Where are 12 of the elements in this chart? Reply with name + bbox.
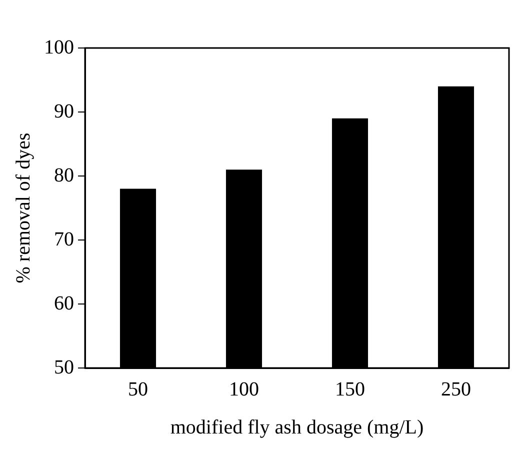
- x-tick-label: 100: [229, 378, 259, 400]
- y-tick-label: 100: [44, 36, 74, 58]
- y-tick-label: 80: [54, 164, 74, 186]
- x-axis-title: modified fly ash dosage (mg/L): [170, 416, 424, 438]
- y-tick-label: 60: [54, 292, 74, 314]
- y-tick-label: 50: [54, 356, 74, 378]
- y-tick-label: 70: [54, 228, 74, 250]
- x-tick-label: 250: [441, 378, 471, 400]
- x-tick-label: 50: [128, 378, 148, 400]
- x-tick-label: 150: [335, 378, 365, 400]
- y-axis-title: % removal of dyes: [12, 132, 34, 284]
- y-tick-label: 90: [54, 100, 74, 122]
